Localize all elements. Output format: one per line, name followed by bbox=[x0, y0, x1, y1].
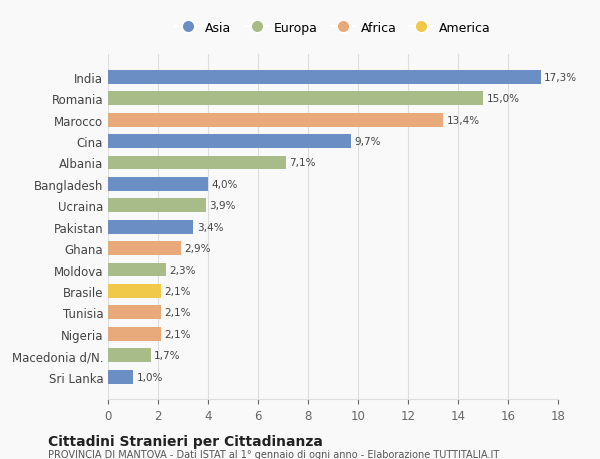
Bar bbox=[108, 220, 193, 234]
Bar bbox=[108, 113, 443, 127]
Text: 15,0%: 15,0% bbox=[487, 94, 520, 104]
Text: 3,9%: 3,9% bbox=[209, 201, 236, 211]
Bar bbox=[108, 199, 205, 213]
Text: 4,0%: 4,0% bbox=[212, 179, 238, 190]
Bar bbox=[108, 306, 161, 319]
Text: 3,4%: 3,4% bbox=[197, 222, 223, 232]
Bar bbox=[108, 71, 541, 84]
Bar bbox=[108, 156, 286, 170]
Text: 2,1%: 2,1% bbox=[164, 308, 191, 318]
Text: PROVINCIA DI MANTOVA - Dati ISTAT al 1° gennaio di ogni anno - Elaborazione TUTT: PROVINCIA DI MANTOVA - Dati ISTAT al 1° … bbox=[48, 449, 499, 459]
Bar bbox=[108, 370, 133, 384]
Text: 17,3%: 17,3% bbox=[544, 73, 577, 83]
Bar bbox=[108, 92, 483, 106]
Bar bbox=[108, 263, 166, 277]
Text: Cittadini Stranieri per Cittadinanza: Cittadini Stranieri per Cittadinanza bbox=[48, 434, 323, 448]
Text: 9,7%: 9,7% bbox=[354, 137, 381, 147]
Bar bbox=[108, 348, 151, 362]
Bar bbox=[108, 135, 350, 149]
Bar bbox=[108, 284, 161, 298]
Bar bbox=[108, 178, 208, 191]
Text: 1,0%: 1,0% bbox=[137, 372, 163, 382]
Text: 2,1%: 2,1% bbox=[164, 329, 191, 339]
Text: 2,9%: 2,9% bbox=[184, 244, 211, 253]
Text: 2,3%: 2,3% bbox=[169, 265, 196, 275]
Text: 7,1%: 7,1% bbox=[289, 158, 316, 168]
Text: 2,1%: 2,1% bbox=[164, 286, 191, 296]
Legend: Asia, Europa, Africa, America: Asia, Europa, Africa, America bbox=[170, 17, 496, 39]
Text: 13,4%: 13,4% bbox=[447, 115, 480, 125]
Text: 1,7%: 1,7% bbox=[154, 350, 181, 360]
Bar bbox=[108, 327, 161, 341]
Bar bbox=[108, 241, 181, 256]
